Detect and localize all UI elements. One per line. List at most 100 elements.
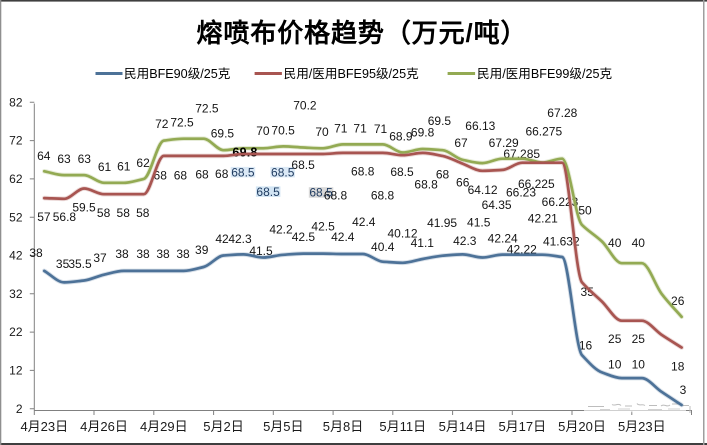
- svg-text:59.5: 59.5: [72, 201, 96, 215]
- svg-text:68: 68: [174, 169, 188, 183]
- svg-text:63: 63: [57, 152, 71, 166]
- svg-text:68.8: 68.8: [324, 189, 348, 203]
- svg-text:68: 68: [436, 167, 450, 181]
- svg-text:42.3: 42.3: [453, 234, 477, 248]
- svg-text:66.23: 66.23: [506, 186, 536, 200]
- svg-text:16: 16: [579, 338, 593, 352]
- svg-text:民用/医用BFE95级/25克: 民用/医用BFE95级/25克: [284, 67, 419, 81]
- svg-text:69.5: 69.5: [211, 127, 235, 141]
- svg-text:5月2日: 5月2日: [203, 419, 243, 434]
- svg-text:72.5: 72.5: [170, 116, 194, 130]
- svg-text:64.12: 64.12: [468, 183, 498, 197]
- svg-text:5月23日: 5月23日: [618, 419, 666, 434]
- svg-text:63: 63: [78, 152, 92, 166]
- svg-text:68.5: 68.5: [390, 165, 414, 179]
- svg-text:5月8日: 5月8日: [323, 419, 363, 434]
- svg-text:38: 38: [156, 247, 170, 261]
- svg-text:68.5: 68.5: [271, 165, 295, 179]
- svg-text:41.632: 41.632: [543, 235, 580, 249]
- svg-text:熔喷布价格趋势（万元/吨）: 熔喷布价格趋势（万元/吨）: [197, 18, 528, 48]
- svg-text:38: 38: [176, 247, 190, 261]
- svg-text:4月23日: 4月23日: [20, 419, 68, 434]
- svg-text:4月29日: 4月29日: [140, 419, 188, 434]
- svg-text:66.225: 66.225: [518, 177, 555, 191]
- svg-text:35: 35: [581, 285, 595, 299]
- svg-text:64.35: 64.35: [482, 198, 512, 212]
- svg-text:18: 18: [671, 360, 685, 374]
- svg-text:5月5日: 5月5日: [263, 419, 303, 434]
- svg-text:52: 52: [9, 210, 23, 224]
- svg-text:42.3: 42.3: [228, 232, 252, 246]
- svg-text:40.4: 40.4: [371, 240, 395, 254]
- svg-text:69.8: 69.8: [411, 126, 435, 140]
- svg-text:32: 32: [9, 287, 23, 301]
- svg-text:68.8: 68.8: [371, 188, 395, 202]
- svg-text:71: 71: [334, 121, 348, 135]
- svg-text:41.95: 41.95: [427, 216, 457, 230]
- svg-text:42.4: 42.4: [331, 230, 355, 244]
- svg-text:68.8: 68.8: [351, 165, 375, 179]
- svg-text:66: 66: [456, 176, 470, 190]
- svg-text:68.5: 68.5: [231, 165, 255, 179]
- svg-text:42.22: 42.22: [507, 242, 537, 256]
- svg-text:40.12: 40.12: [387, 227, 417, 241]
- svg-text:38: 38: [136, 247, 150, 261]
- svg-text:3: 3: [680, 383, 687, 397]
- svg-text:42.2: 42.2: [269, 223, 293, 237]
- svg-text:38: 38: [29, 246, 43, 260]
- svg-text:25: 25: [632, 332, 646, 346]
- svg-text:70.5: 70.5: [271, 123, 295, 137]
- svg-text:71: 71: [374, 122, 388, 136]
- svg-text:5月11日: 5月11日: [379, 419, 426, 434]
- svg-text:42.5: 42.5: [292, 230, 316, 244]
- svg-text:69.5: 69.5: [428, 114, 452, 128]
- svg-text:66.13: 66.13: [465, 119, 495, 133]
- svg-text:70: 70: [256, 124, 270, 138]
- svg-text:41.1: 41.1: [411, 236, 435, 250]
- svg-text:82: 82: [9, 95, 23, 109]
- svg-text:68: 68: [215, 167, 229, 181]
- svg-text:25: 25: [608, 332, 622, 346]
- svg-text:10: 10: [608, 357, 622, 371]
- svg-text:67.28: 67.28: [547, 106, 577, 120]
- svg-text:5月17日: 5月17日: [498, 419, 546, 434]
- svg-text:35: 35: [56, 257, 70, 271]
- svg-text:民用/医用BFE99级/25克: 民用/医用BFE99级/25克: [477, 67, 612, 81]
- svg-text:37: 37: [93, 251, 107, 265]
- svg-text:38: 38: [115, 247, 129, 261]
- svg-text:42: 42: [9, 249, 23, 263]
- svg-text:62: 62: [136, 156, 150, 170]
- svg-text:68.5: 68.5: [291, 158, 315, 172]
- svg-text:10: 10: [632, 357, 646, 371]
- svg-text:40: 40: [632, 236, 646, 250]
- svg-text:67: 67: [454, 136, 468, 150]
- svg-text:50: 50: [578, 204, 592, 218]
- svg-text:41.5: 41.5: [467, 216, 491, 230]
- svg-text:72.5: 72.5: [195, 102, 219, 116]
- svg-text:68.5: 68.5: [309, 186, 333, 200]
- svg-text:5月20日: 5月20日: [558, 419, 606, 434]
- svg-text:71: 71: [353, 121, 367, 135]
- svg-text:42: 42: [215, 232, 229, 246]
- svg-text:2: 2: [16, 402, 23, 416]
- svg-text:67.29: 67.29: [489, 136, 519, 150]
- svg-text:70: 70: [315, 125, 329, 139]
- svg-text:22: 22: [9, 325, 23, 339]
- svg-text:民用BFE90级/25克: 民用BFE90级/25克: [124, 67, 231, 81]
- svg-text:70.2: 70.2: [293, 99, 317, 113]
- svg-text:61: 61: [117, 159, 131, 173]
- svg-text:41.5: 41.5: [249, 244, 273, 258]
- svg-text:5月14日: 5月14日: [439, 419, 487, 434]
- svg-text:57: 57: [37, 210, 51, 224]
- svg-text:58: 58: [136, 206, 150, 220]
- svg-text:68: 68: [154, 169, 168, 183]
- svg-text:58: 58: [97, 206, 111, 220]
- svg-text:42.5: 42.5: [311, 220, 335, 234]
- svg-text:26: 26: [671, 294, 685, 308]
- svg-text:61: 61: [98, 160, 112, 174]
- svg-text:68.9: 68.9: [389, 130, 413, 144]
- svg-text:72: 72: [155, 117, 169, 131]
- svg-text:68.8: 68.8: [414, 177, 438, 191]
- svg-text:69.8: 69.8: [232, 145, 257, 159]
- svg-text:64: 64: [37, 149, 51, 163]
